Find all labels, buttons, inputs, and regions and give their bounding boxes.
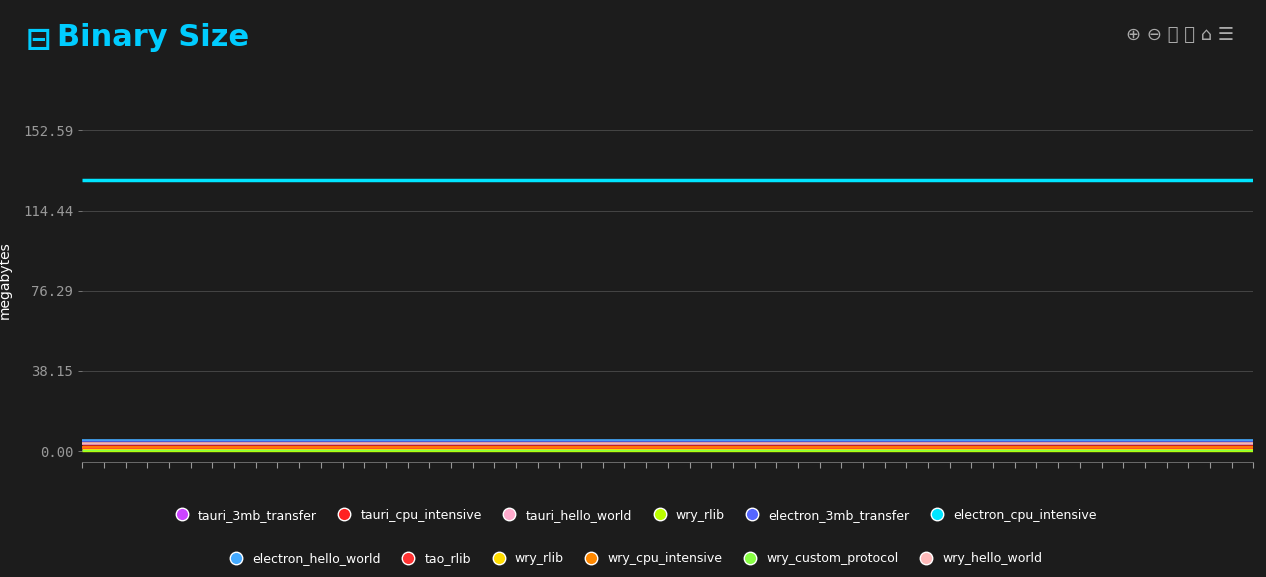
Text: ⊕ ⊖ 🔍 ✋ ⌂ ☰: ⊕ ⊖ 🔍 ✋ ⌂ ☰ [1127,26,1234,44]
Text: Binary Size: Binary Size [57,23,249,52]
Y-axis label: megabytes: megabytes [0,241,11,319]
Text: ⊟: ⊟ [25,26,51,55]
Legend: electron_hello_world, tao_rlib, wry_rlib, wry_cpu_intensive, wry_custom_protocol: electron_hello_world, tao_rlib, wry_rlib… [224,552,1042,565]
Legend: tauri_3mb_transfer, tauri_cpu_intensive, tauri_hello_world, wry_rlib, electron_3: tauri_3mb_transfer, tauri_cpu_intensive,… [170,509,1096,522]
